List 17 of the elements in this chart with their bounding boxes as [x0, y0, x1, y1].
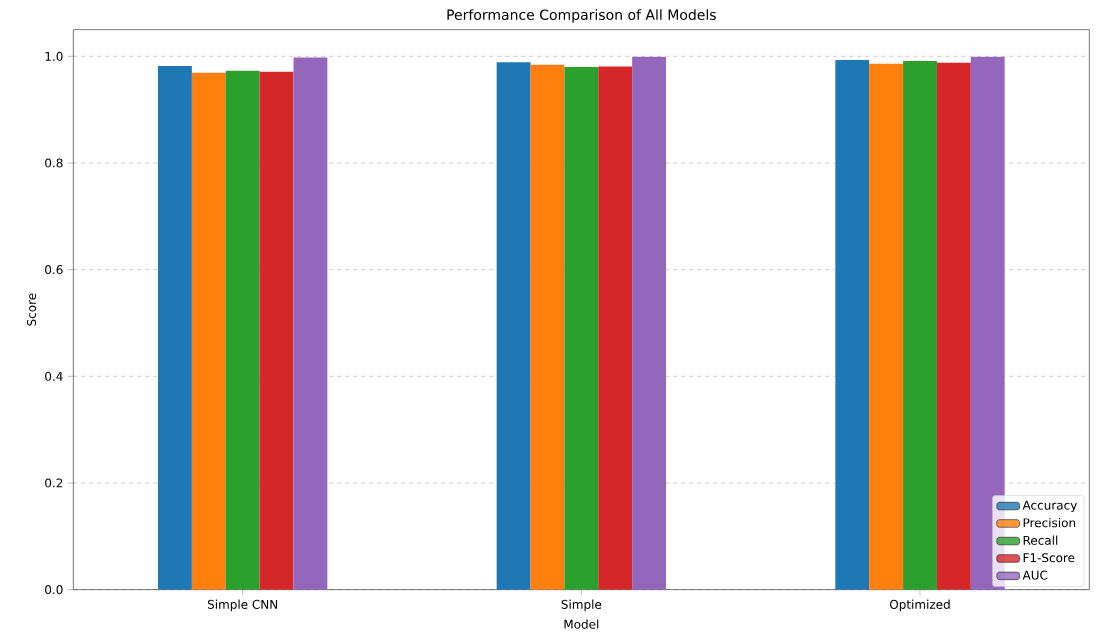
y-axis-title: Score [26, 293, 37, 326]
y-tick-label: 1.0 [45, 51, 63, 61]
legend-label: F1-Score [1023, 553, 1075, 563]
y-tick-label: 0.2 [45, 478, 63, 488]
chart-title: Performance Comparison of All Models [447, 9, 716, 23]
x-tick-label: Simple [561, 599, 602, 612]
y-tick-label: 0.6 [45, 265, 63, 275]
y-tick-label: 0.0 [45, 585, 63, 595]
legend-label: Recall [1023, 535, 1058, 545]
y-tick-label: 0.4 [45, 371, 63, 381]
x-tick-label: Simple CNN [207, 599, 278, 612]
legend-label: Precision [1023, 518, 1076, 528]
y-tick-label: 0.8 [45, 158, 63, 168]
legend-label: AUC [1022, 570, 1048, 580]
x-tick-label: Optimized [889, 599, 950, 612]
x-axis-title: Model [564, 619, 599, 629]
legend-label: Accuracy [1022, 500, 1077, 513]
